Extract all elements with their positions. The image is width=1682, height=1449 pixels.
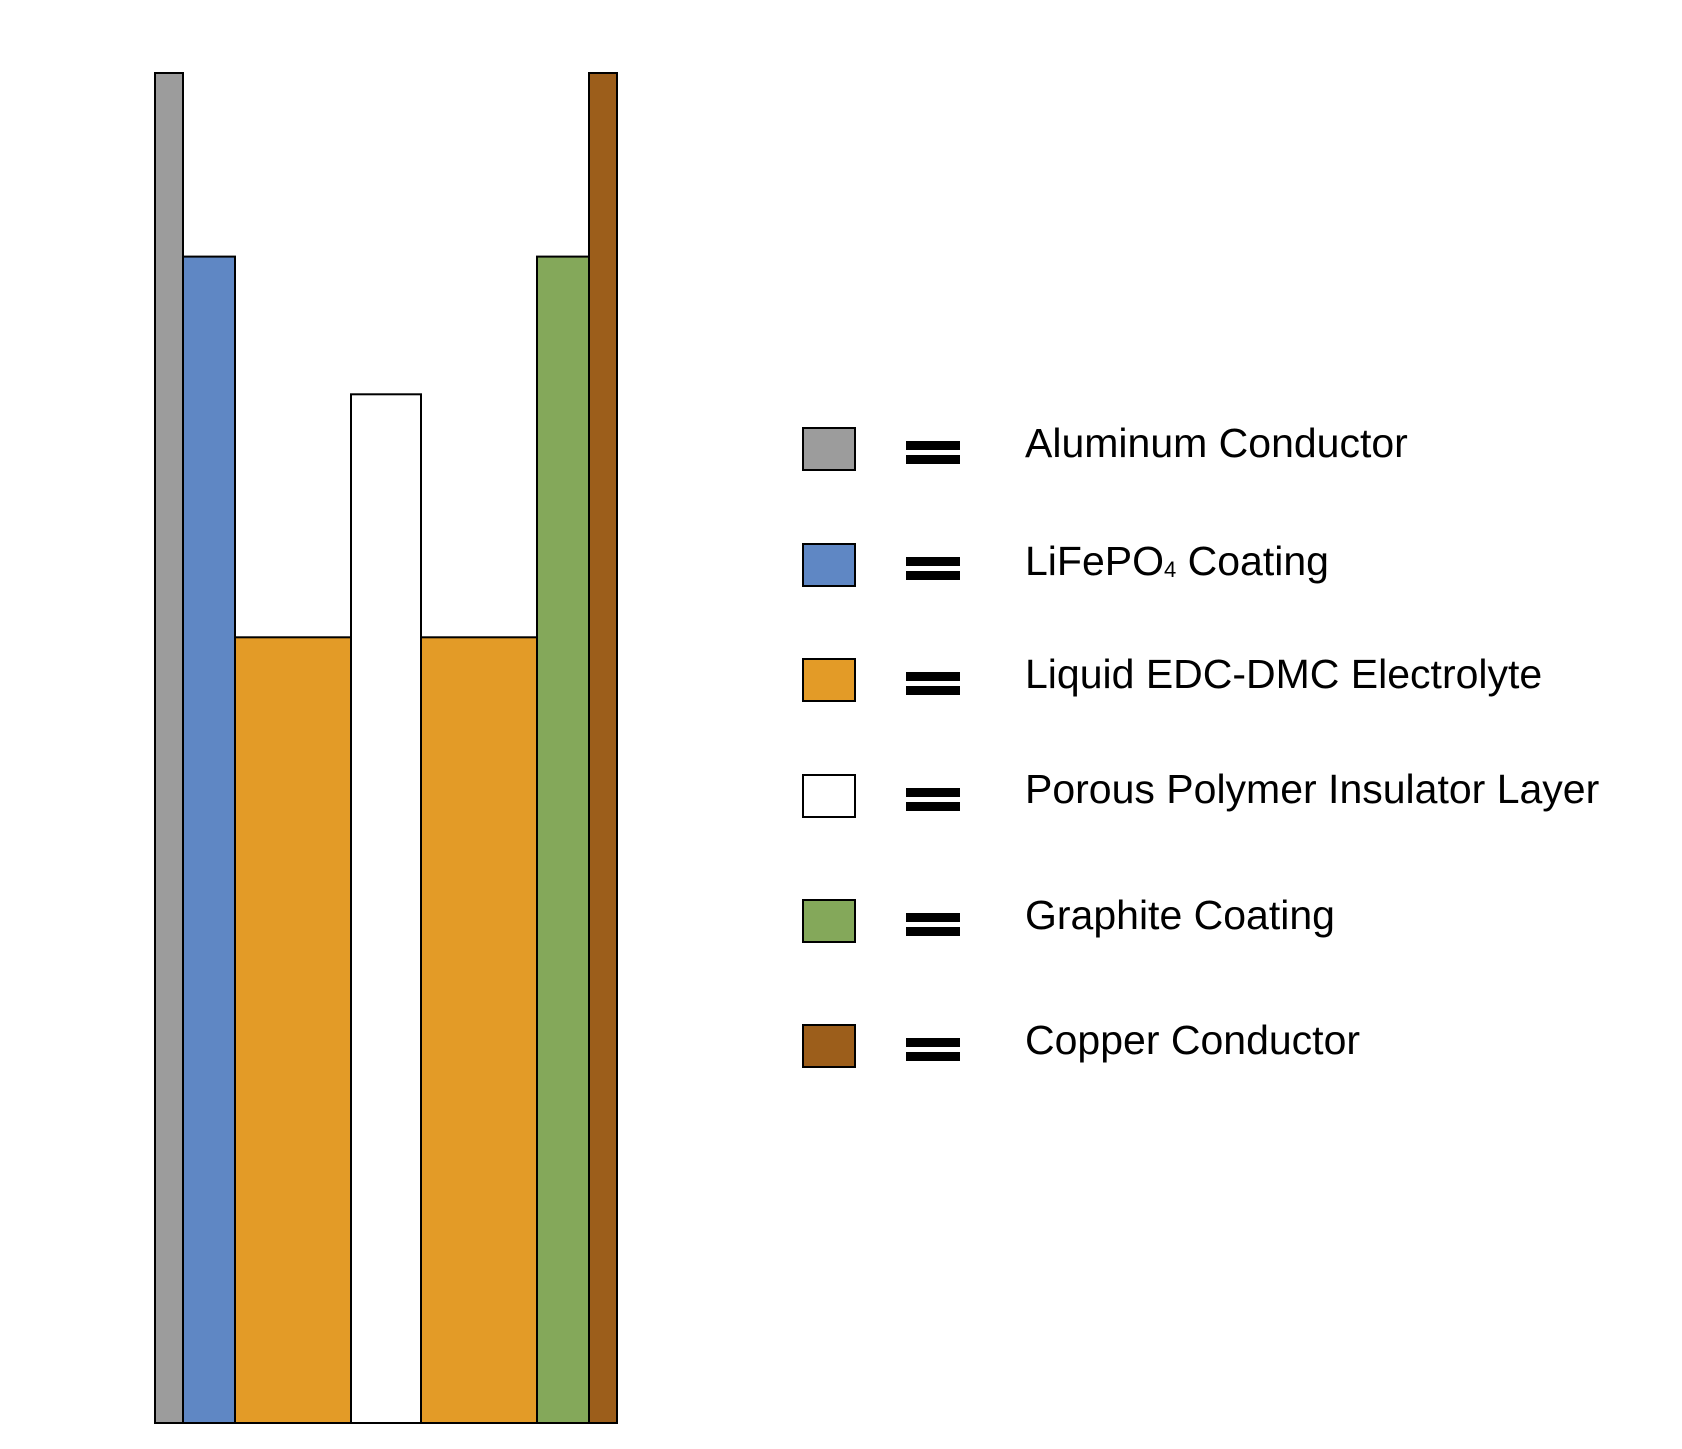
- legend-label-insulator: Porous Polymer Insulator Layer: [1025, 766, 1600, 812]
- equals-sign-lifepo4: [906, 557, 960, 580]
- legend-swatch-copper: [802, 1024, 856, 1068]
- layer-aluminum-0: [154, 72, 184, 1424]
- legend-label-lifepo4: LiFePO4 Coating: [1025, 538, 1329, 584]
- legend-swatch-aluminum: [802, 427, 856, 471]
- layer-insulator-3: [350, 393, 422, 1424]
- legend-label-electrolyte: Liquid EDC-DMC Electrolyte: [1025, 651, 1543, 697]
- legend-label-copper: Copper Conductor: [1025, 1017, 1361, 1063]
- equals-sign-aluminum: [906, 441, 960, 464]
- legend-label-graphite: Graphite Coating: [1025, 892, 1335, 938]
- layer-electrolyte-4: [420, 636, 538, 1424]
- equals-sign-copper: [906, 1038, 960, 1061]
- layer-graphite-5: [536, 255, 590, 1425]
- legend-swatch-electrolyte: [802, 658, 856, 702]
- legend-swatch-graphite: [802, 899, 856, 943]
- layer-electrolyte-2: [234, 636, 352, 1424]
- legend-swatch-insulator: [802, 774, 856, 818]
- layer-lifepo4-1: [182, 255, 236, 1425]
- legend-swatch-lifepo4: [802, 543, 856, 587]
- layer-copper-6: [588, 72, 618, 1424]
- equals-sign-electrolyte: [906, 672, 960, 695]
- legend-label-aluminum: Aluminum Conductor: [1025, 420, 1408, 466]
- equals-sign-graphite: [906, 913, 960, 936]
- equals-sign-insulator: [906, 788, 960, 811]
